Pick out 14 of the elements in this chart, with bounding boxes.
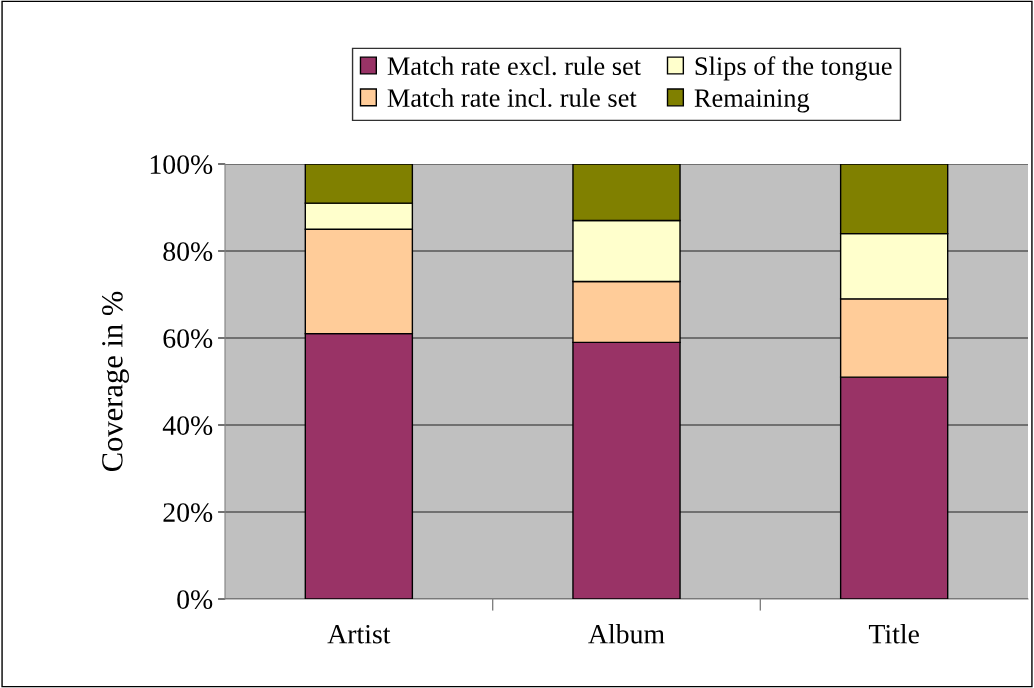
legend-label: Remaining: [694, 89, 810, 113]
legend-label: Match rate excl. rule set: [387, 56, 641, 76]
x-tick-label: Artist: [327, 624, 391, 644]
y-tick-label: 60%: [163, 329, 213, 348]
y-tick-label: 20%: [163, 503, 213, 522]
y-tick-label: 40%: [162, 416, 213, 435]
y-axis-title: Coverage in %: [102, 291, 129, 472]
y-tick-label: 100%: [150, 155, 213, 174]
x-tick-label: Album: [588, 624, 665, 644]
y-tick-label: 0%: [177, 590, 213, 609]
legend-label: Match rate incl. rule set: [387, 88, 637, 108]
y-tick-label: 80%: [163, 242, 213, 261]
x-tick-label: Title: [868, 624, 919, 644]
legend-label: Slips of the tongue: [695, 56, 892, 81]
